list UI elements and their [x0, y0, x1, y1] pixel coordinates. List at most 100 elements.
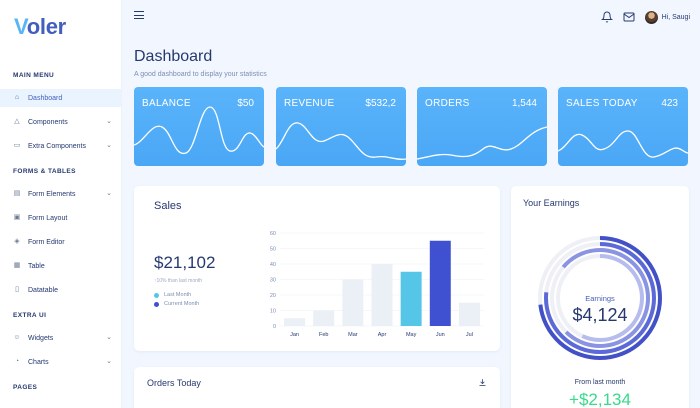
- sidebar-item-label: Dashboard: [28, 94, 63, 102]
- bar-apr[interactable]: [371, 264, 393, 326]
- bar-jun[interactable]: [429, 240, 451, 326]
- earnings-radial-chart: [538, 236, 662, 360]
- menu-toggle-icon[interactable]: [134, 11, 144, 19]
- y-tick-label: 50: [270, 247, 276, 253]
- stat-value: 1,544: [511, 98, 537, 109]
- file-text-icon: ▤: [13, 190, 21, 197]
- stat-label: REVENUE: [284, 98, 335, 109]
- sidebar-item-form-elements[interactable]: ▤ Form Elements ⌄: [0, 185, 121, 203]
- chevron-down-icon: ⌄: [106, 358, 112, 365]
- logo[interactable]: Voler: [14, 14, 66, 39]
- y-tick-label: 20: [270, 293, 276, 299]
- x-tick-label: Mar: [348, 332, 358, 338]
- stat-value: 423: [661, 98, 678, 109]
- sales-bar-chart: 0 10 20 30 40 50 60 Jan Feb Mar Apr May Jun Jul: [270, 231, 484, 338]
- orders-title: Orders Today: [147, 378, 201, 388]
- x-tick-label: Feb: [319, 332, 328, 338]
- top-bar-actions: Hi, Saugi: [600, 9, 700, 25]
- sidebar-item-form-layout[interactable]: ▣ Form Layout: [0, 209, 121, 227]
- sales-title: Sales: [154, 200, 182, 212]
- sidebar: Voler MAIN MENU FORMS & TABLES EXTRA UI PAG…: [0, 0, 122, 408]
- x-tick-label: May: [406, 332, 417, 338]
- x-tick-label: Jul: [466, 332, 473, 338]
- grid-icon: ▦: [13, 262, 21, 269]
- stat-card-balance: BALANCE $50: [134, 87, 264, 166]
- earnings-label: Earnings: [585, 294, 615, 303]
- layers-icon: ◈: [14, 238, 20, 245]
- y-tick-label: 40: [270, 262, 276, 268]
- stat-value: $532,2: [365, 98, 396, 109]
- sales-today-wave: [558, 130, 688, 158]
- briefcase-icon: ▭: [13, 142, 21, 149]
- stat-card-revenue: REVENUE $532,2: [276, 87, 406, 166]
- stat-label: BALANCE: [142, 98, 191, 109]
- stat-card-sales-today: SALES TODAY 423: [558, 87, 688, 166]
- chevron-down-icon: ⌄: [106, 142, 112, 149]
- earnings-change: +$2,134: [569, 390, 631, 408]
- avatar[interactable]: [644, 10, 658, 24]
- y-tick-label: 10: [270, 309, 276, 315]
- page-title: Dashboard: [134, 48, 213, 65]
- user-greeting[interactable]: Hi, Saugi: [661, 13, 690, 21]
- bell-icon[interactable]: [600, 11, 613, 23]
- sidebar-item-label: Form Layout: [28, 214, 68, 222]
- sidebar-item-dashboard[interactable]: ⌂ Dashboard: [0, 89, 121, 107]
- sidebar-item-label: Form Editor: [28, 238, 65, 246]
- y-tick-label: 0: [273, 324, 276, 330]
- y-tick-label: 60: [270, 231, 276, 237]
- sidebar-item-label: Charts: [28, 358, 49, 366]
- sidebar-item-charts[interactable]: ◔ Charts ⌄: [0, 353, 121, 371]
- chevron-down-icon: ⌄: [106, 118, 112, 125]
- sidebar-item-datatable[interactable]: ▯ Datatable: [0, 281, 121, 299]
- file-icon: ▯: [15, 286, 19, 293]
- sidebar-item-label: Form Elements: [28, 190, 76, 198]
- sidebar-item-widgets[interactable]: ☺ Widgets ⌄: [0, 329, 121, 347]
- sales-comparison: ↑10% than last month: [154, 278, 203, 284]
- balance-wave: [134, 106, 264, 154]
- sidebar-item-label: Widgets: [28, 334, 54, 342]
- earnings-title: Your Earnings: [523, 198, 580, 208]
- x-tick-label: Jun: [436, 332, 445, 338]
- menu-section-title: EXTRA UI: [13, 312, 47, 319]
- menu-section-title: PAGES: [13, 384, 38, 391]
- earnings-value: $4,124: [572, 305, 628, 325]
- mail-icon[interactable]: [623, 11, 635, 23]
- x-tick-label: Apr: [378, 332, 387, 338]
- bar-may[interactable]: [400, 271, 422, 326]
- pie-chart-icon: ◔: [14, 358, 20, 365]
- from-last-month-label: From last month: [574, 379, 626, 386]
- orders-today-card: Orders Today: [134, 367, 500, 408]
- bar-jan[interactable]: [284, 318, 306, 326]
- sidebar-item-label: Table: [28, 262, 45, 270]
- triangle-icon: △: [14, 118, 20, 125]
- stat-label: ORDERS: [425, 98, 470, 109]
- bar-jul[interactable]: [458, 302, 480, 326]
- y-tick-label: 30: [270, 278, 276, 284]
- chevron-down-icon: ⌄: [106, 190, 112, 197]
- bar-feb[interactable]: [313, 310, 335, 327]
- stat-value: $50: [237, 98, 254, 109]
- sidebar-item-form-editor[interactable]: ◈ Form Editor: [0, 233, 121, 251]
- user-icon: ☺: [13, 334, 21, 341]
- layout-icon: ▣: [13, 214, 21, 221]
- sidebar-item-label: Components: [28, 118, 68, 126]
- menu-section-title: MAIN MENU: [13, 72, 55, 79]
- page-subtitle: A good dashboard to display your statist…: [134, 71, 267, 78]
- bar-mar[interactable]: [342, 279, 364, 327]
- menu-section-title: FORMS & TABLES: [13, 168, 76, 175]
- sidebar-item-extra-components[interactable]: ▭ Extra Components ⌄: [0, 137, 121, 155]
- revenue-wave: [276, 122, 406, 161]
- download-icon[interactable]: [478, 378, 487, 387]
- earnings-card: Your Earnings Earnings $4,124 From last …: [511, 186, 689, 408]
- sidebar-item-components[interactable]: △ Components ⌄: [0, 113, 121, 131]
- sidebar-item-table[interactable]: ▦ Table: [0, 257, 121, 275]
- sales-card: Sales $21,102 ↑10% than last month Last …: [134, 186, 500, 351]
- chevron-down-icon: ⌄: [106, 334, 112, 341]
- legend-dot: [154, 301, 159, 307]
- stat-label: SALES TODAY: [566, 98, 638, 109]
- x-tick-label: Jan: [290, 332, 299, 338]
- legend-last-month: Last Month: [154, 292, 191, 298]
- orders-wave: [417, 126, 547, 160]
- sidebar-item-label: Extra Components: [28, 142, 86, 150]
- sales-amount: $21,102: [154, 253, 216, 272]
